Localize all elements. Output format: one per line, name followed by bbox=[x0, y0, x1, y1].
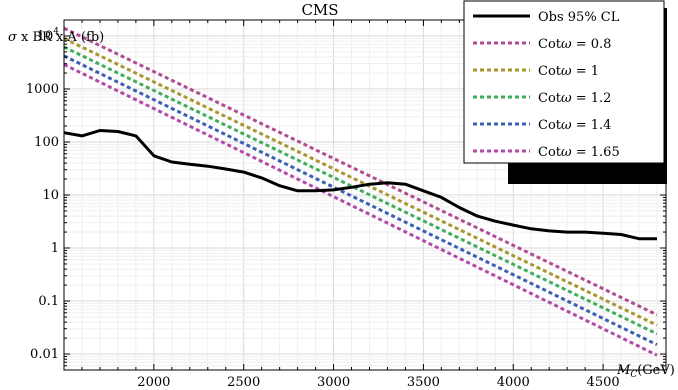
series-lines bbox=[63, 26, 658, 357]
y-tick-label: 1 bbox=[51, 241, 59, 256]
x-tick-label: 3000 bbox=[317, 375, 350, 390]
y-tick-label: 104 bbox=[37, 27, 60, 44]
y-tick-label: 100 bbox=[34, 135, 59, 150]
x-tick-labels: 2000 2500 3000 3500 4000 4500 bbox=[137, 375, 619, 390]
x-axis-title: MC(GeV) bbox=[616, 363, 675, 380]
y-tick-label: 1000 bbox=[26, 82, 59, 97]
x-tick-label: 2500 bbox=[227, 375, 260, 390]
series-line-2 bbox=[63, 45, 658, 336]
legend-label-3: Cotω = 1.2 bbox=[538, 91, 611, 106]
x-tick-label: 2000 bbox=[137, 375, 170, 390]
y-tick-label: 0.1 bbox=[38, 294, 59, 309]
grid bbox=[64, 19, 666, 371]
legend-label-4: Cotω = 1.4 bbox=[538, 118, 611, 133]
legend-items: Obs 95% CL Cotω = 0.8 Cotω = 1 Cotω = 1.2 Co… bbox=[473, 10, 620, 160]
y-axis-title: σ x BR x A (fb) bbox=[8, 30, 104, 45]
series-line-4 bbox=[63, 63, 658, 357]
series-line-3 bbox=[63, 54, 658, 347]
y-tick-label: 10 bbox=[42, 188, 59, 203]
legend-label-5: Cotω = 1.65 bbox=[538, 145, 620, 160]
chart-title: CMS bbox=[301, 1, 338, 19]
y-tick-label: 0.01 bbox=[30, 347, 59, 362]
legend: Obs 95% CL Cotω = 0.8 Cotω = 1 Cotω = 1.2 Co… bbox=[463, 0, 667, 184]
y-tick-labels: 0.01 0.1 1 10 100 1000 104 bbox=[26, 27, 59, 362]
observed-group bbox=[63, 129, 657, 241]
legend-label-0: Obs 95% CL bbox=[538, 10, 620, 25]
legend-box bbox=[463, 0, 665, 164]
x-tick-label: 3500 bbox=[407, 375, 440, 390]
legend-label-2: Cotω = 1 bbox=[538, 64, 599, 79]
x-tick-label: 4000 bbox=[497, 375, 530, 390]
series-line-0 bbox=[63, 26, 658, 317]
x-tick-label: 4500 bbox=[587, 375, 620, 390]
series-line-1 bbox=[63, 37, 658, 327]
legend-label-1: Cotω = 0.8 bbox=[538, 37, 611, 52]
observed-line bbox=[63, 129, 657, 241]
